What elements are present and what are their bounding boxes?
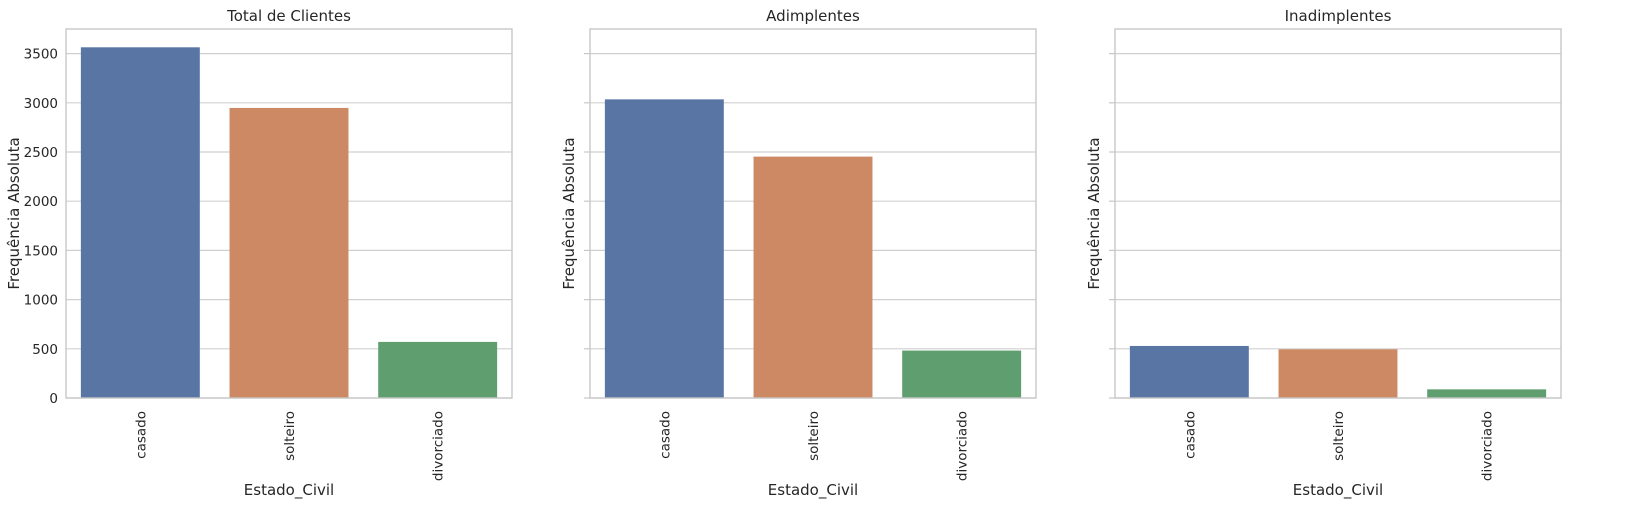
bar-divorciado	[378, 341, 498, 398]
bar-casado	[1129, 345, 1249, 398]
x-tick-label: solteiro	[1331, 411, 1347, 461]
bar-solteiro	[229, 107, 349, 398]
y-tick-label: 2000	[24, 194, 58, 210]
x-tick-label: casado	[133, 411, 149, 459]
bar-casado	[80, 47, 200, 398]
x-axis-label: Estado_Civil	[244, 481, 334, 500]
y-tick-label: 1500	[24, 243, 58, 259]
y-axis-label: Frequência Absoluta	[560, 137, 578, 289]
subplot-1: 0 500 1000 1500 2000 2500 3000 3500 casado soltei…	[5, 7, 513, 500]
y-tick-label: 500	[32, 342, 58, 358]
bar-divorciado	[1427, 389, 1547, 398]
axes-frame	[1114, 28, 1562, 399]
y-tick-label: 3000	[24, 96, 58, 112]
axes-frame	[589, 28, 1037, 399]
bar-casado	[604, 99, 724, 398]
y-axis-label: Frequência Absoluta	[1085, 137, 1103, 289]
x-tick-label: casado	[657, 411, 673, 459]
x-tick-label: divorciado	[431, 411, 447, 481]
x-axis-label: Estado_Civil	[768, 481, 858, 500]
bar-solteiro	[753, 156, 873, 398]
y-tick-label: 3500	[24, 47, 58, 63]
bar-solteiro	[1278, 349, 1398, 398]
x-tick-label: divorciado	[1480, 411, 1496, 481]
y-tick-label: 2500	[24, 145, 58, 161]
subplot-2: casado solteiro divorciado Adimplentes Estad…	[560, 7, 1037, 500]
subplot-title: Adimplentes	[766, 7, 860, 25]
subplot-title: Total de Clientes	[226, 7, 351, 25]
x-tick-label: solteiro	[806, 411, 822, 461]
x-tick-label: divorciado	[955, 411, 971, 481]
y-tick-label: 1000	[24, 293, 58, 309]
subplot-title: Inadimplentes	[1285, 7, 1392, 25]
bar-divorciado	[902, 350, 1022, 398]
x-tick-label: casado	[1182, 411, 1198, 459]
y-tick-label: 0	[49, 391, 58, 407]
x-tick-label: solteiro	[282, 411, 298, 461]
axes-frame	[65, 28, 513, 399]
x-axis-label: Estado_Civil	[1293, 481, 1383, 500]
y-axis-label: Frequência Absoluta	[5, 137, 23, 289]
subplot-3: casado solteiro divorciado Inadimplentes Est…	[1085, 7, 1562, 500]
